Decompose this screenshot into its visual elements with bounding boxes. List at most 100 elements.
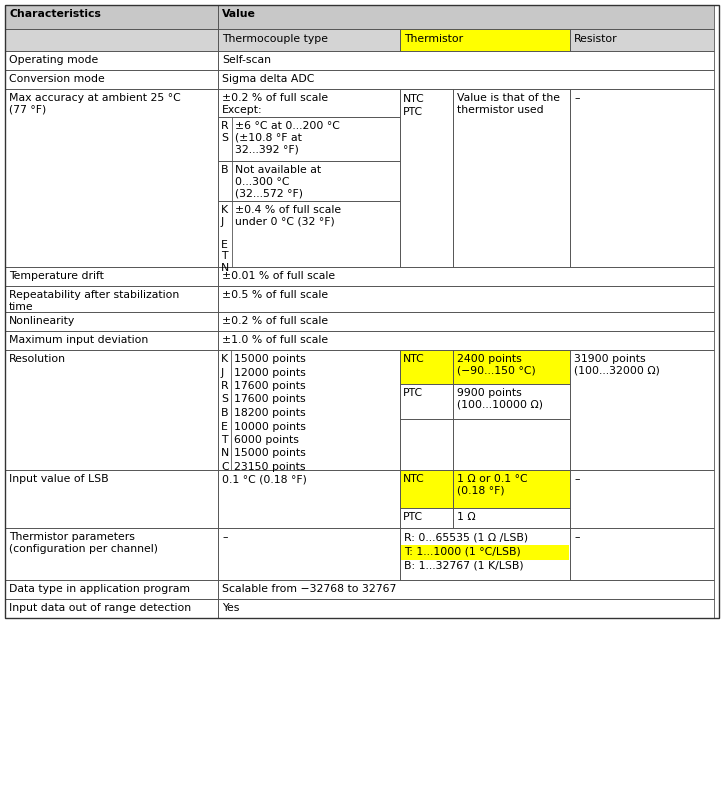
Bar [453, 350, 570, 384]
Bar [570, 350, 714, 470]
Bar [5, 70, 218, 89]
Text: Maximum input deviation: Maximum input deviation [9, 335, 148, 345]
Bar [453, 350, 570, 384]
Text: R: 0...65535 (1 Ω /LSB): R: 0...65535 (1 Ω /LSB) [404, 532, 528, 542]
Bar [218, 286, 714, 312]
Text: ±0.5 % of full scale: ±0.5 % of full scale [222, 290, 328, 300]
Bar [5, 599, 218, 618]
Text: K: K [221, 354, 228, 364]
Text: Conversion mode: Conversion mode [9, 74, 105, 84]
Bar [400, 350, 453, 384]
Bar [218, 29, 400, 51]
Bar [218, 470, 400, 528]
Text: 18200 points: 18200 points [234, 408, 306, 418]
Bar [218, 5, 714, 29]
Text: NTC: NTC [403, 354, 425, 364]
Bar [453, 89, 570, 267]
Bar [5, 286, 218, 312]
Bar [218, 350, 400, 470]
Text: 0.1 °C (0.18 °F): 0.1 °C (0.18 °F) [222, 474, 307, 484]
Text: Nonlinearity: Nonlinearity [9, 316, 75, 326]
Text: –: – [574, 532, 579, 542]
Bar [5, 470, 218, 528]
Text: R
S: R S [221, 121, 229, 142]
Bar [5, 528, 218, 580]
Bar [570, 528, 714, 580]
Bar [218, 70, 714, 89]
Text: 6000 points: 6000 points [234, 435, 299, 445]
Text: C: C [221, 462, 229, 472]
Bar [570, 470, 714, 528]
Text: ±6 °C at 0...200 °C
(±10.8 °F at
32...392 °F): ±6 °C at 0...200 °C (±10.8 °F at 32...39… [235, 121, 340, 154]
Bar [400, 29, 570, 51]
Bar [218, 331, 714, 350]
Text: Yes: Yes [222, 603, 240, 613]
Text: Self-scan: Self-scan [222, 55, 271, 65]
Bar [5, 580, 218, 599]
Bar [218, 580, 714, 599]
Bar [400, 29, 570, 51]
Bar [5, 267, 218, 286]
Bar [400, 384, 453, 419]
Text: –: – [574, 93, 579, 103]
Bar [218, 528, 400, 580]
Bar [570, 470, 714, 528]
Text: T: T [221, 435, 227, 445]
Text: B: 1...32767 (1 K/LSB): B: 1...32767 (1 K/LSB) [404, 561, 523, 571]
Text: PTC: PTC [403, 512, 423, 522]
Bar [400, 470, 453, 508]
Text: Max accuracy at ambient 25 °C
(77 °F): Max accuracy at ambient 25 °C (77 °F) [9, 93, 181, 114]
Bar [400, 528, 570, 580]
Text: 17600 points: 17600 points [234, 381, 306, 391]
Bar [218, 528, 400, 580]
Bar [218, 89, 400, 117]
Text: R: R [221, 381, 229, 391]
Bar [400, 508, 453, 528]
Bar [570, 350, 714, 470]
Text: T: 1...1000 (1 °C/LSB): T: 1...1000 (1 °C/LSB) [404, 546, 521, 557]
Bar [218, 51, 714, 70]
Bar [5, 267, 218, 286]
Text: ±1.0 % of full scale: ±1.0 % of full scale [222, 335, 328, 345]
Bar [400, 89, 453, 267]
Bar [570, 29, 714, 51]
Bar [453, 508, 570, 528]
Text: 1 Ω: 1 Ω [457, 512, 476, 522]
Text: Resolution: Resolution [9, 354, 66, 364]
Text: NTC: NTC [403, 474, 425, 484]
Bar [218, 286, 714, 312]
Text: ±0.2 % of full scale
Except:: ±0.2 % of full scale Except: [222, 93, 328, 114]
Text: E: E [221, 422, 228, 431]
Text: Repeatability after stabilization
time: Repeatability after stabilization time [9, 290, 180, 312]
Text: Resistor: Resistor [574, 34, 618, 44]
Bar [218, 117, 400, 161]
Text: Sigma delta ADC: Sigma delta ADC [222, 74, 314, 84]
Bar [570, 528, 714, 580]
Bar [400, 89, 453, 267]
Bar [5, 70, 218, 89]
Bar [570, 29, 714, 51]
Text: Thermocouple type: Thermocouple type [222, 34, 328, 44]
Text: Value is that of the
thermistor used: Value is that of the thermistor used [457, 93, 560, 114]
Bar [400, 470, 453, 508]
Text: N: N [221, 449, 230, 458]
Bar [218, 201, 400, 267]
Text: B: B [221, 165, 229, 175]
Text: ±0.01 % of full scale: ±0.01 % of full scale [222, 271, 335, 281]
Bar [5, 312, 218, 331]
Bar [453, 508, 570, 528]
Text: 2400 points
(−90...150 °C): 2400 points (−90...150 °C) [457, 354, 536, 376]
Bar [453, 470, 570, 508]
Bar [453, 419, 570, 470]
Text: 15000 points: 15000 points [234, 449, 306, 458]
Text: Input data out of range detection: Input data out of range detection [9, 603, 191, 613]
Bar [218, 312, 714, 331]
Bar [218, 331, 714, 350]
Bar [218, 350, 400, 470]
Text: J: J [221, 367, 224, 378]
Bar [5, 350, 218, 470]
Bar [453, 89, 570, 267]
Text: NTC: NTC [403, 94, 425, 104]
Bar [218, 267, 714, 286]
Bar [5, 312, 218, 331]
